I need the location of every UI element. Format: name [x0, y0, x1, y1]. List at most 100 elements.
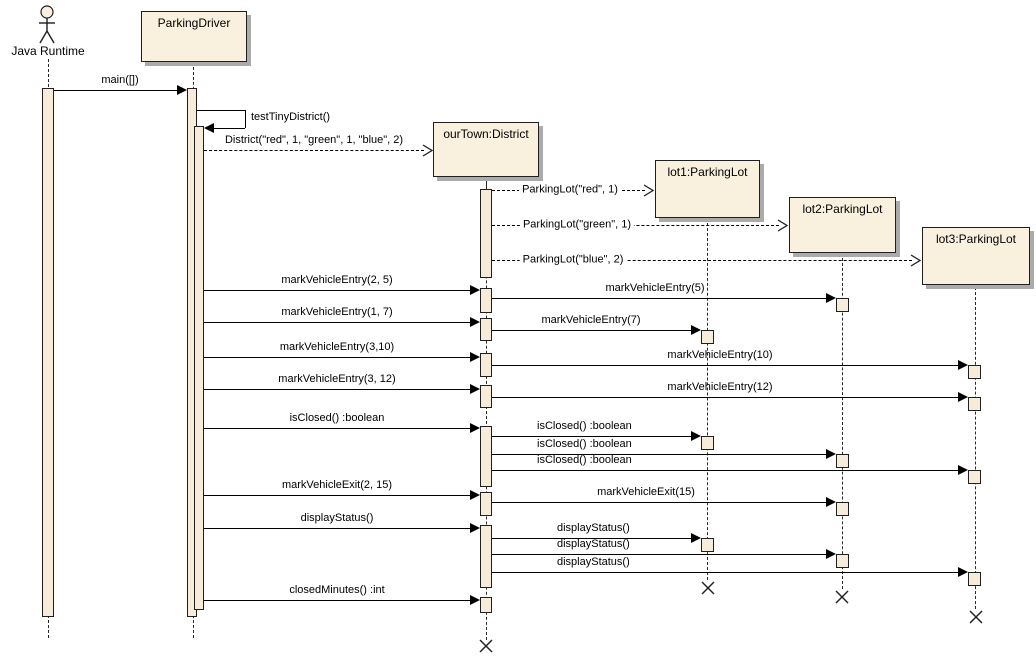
arrowhead-pl-green-open	[777, 219, 789, 237]
activation-java-runtime	[42, 88, 54, 617]
object-box-lot3: lot3:ParkingLot	[922, 227, 1030, 285]
activation-our-town-isclosed	[480, 426, 492, 487]
activation-lot3-isclosed	[968, 470, 981, 484]
message-label-mve17: markVehicleEntry(1, 7)	[281, 306, 393, 318]
arrowhead-pl-red-open	[643, 184, 655, 202]
lifeline-our-town-stub	[486, 177, 487, 190]
object-box-lot1: lot1:ParkingLot	[655, 160, 760, 218]
arrowhead-mve17	[470, 317, 480, 327]
arrowhead-display-driver	[470, 523, 480, 533]
message-label-isclosed-lot3: isClosed() :boolean	[537, 454, 632, 466]
message-label-display-lot1: displayStatus()	[557, 522, 630, 534]
destruction-x-icon-our-town	[478, 638, 494, 657]
message-label-isclosed-lot2: isClosed() :boolean	[537, 438, 632, 450]
message-line-display-lot2	[492, 554, 826, 555]
message-line-mve7	[492, 330, 691, 331]
actor-icon	[33, 2, 63, 51]
activation-lot1-mve7	[701, 330, 714, 344]
object-label-lot2: lot2:ParkingLot	[802, 202, 883, 216]
activation-our-town-mve310	[480, 353, 492, 377]
activation-lot2-mve5	[836, 298, 849, 312]
activation-our-town-display	[480, 525, 492, 588]
message-line-pl-green	[492, 225, 779, 226]
arrowhead-test	[204, 123, 214, 133]
object-label-lot1: lot1:ParkingLot	[667, 165, 748, 179]
message-label-closedmin: closedMinutes() :int	[289, 584, 385, 596]
arrowhead-mvx215	[470, 490, 480, 500]
activation-lot3-mve12	[968, 397, 981, 411]
arrowhead-mve5	[826, 293, 836, 303]
message-label-mvx15: markVehicleExit(15)	[597, 486, 695, 498]
actor-label: Java Runtime	[11, 44, 85, 58]
message-line-test-side	[245, 110, 246, 128]
activation-lot2-display	[836, 554, 849, 568]
arrowhead-mve310	[470, 352, 480, 362]
arrowhead-display-lot1	[691, 533, 701, 543]
message-label-mve12: markVehicleEntry(12)	[667, 381, 773, 393]
activation-lot3-display	[968, 572, 981, 586]
message-line-isclosed-lot1	[492, 436, 691, 437]
message-line-test-return	[214, 128, 245, 129]
arrowhead-mve312	[470, 384, 480, 394]
message-label-mvx215: markVehicleExit(2, 15)	[281, 479, 393, 491]
activation-parking-driver-test	[194, 126, 204, 610]
activation-our-town-mvx	[480, 492, 492, 516]
message-line-isclosed-driver	[204, 428, 470, 429]
arrowhead-pl-blue-open	[910, 254, 922, 272]
message-line-main	[54, 90, 177, 91]
lifeline-lot1	[707, 218, 708, 580]
lifeline-lot3	[975, 287, 976, 609]
message-line-mve25	[204, 290, 470, 291]
message-line-closedmin	[204, 600, 470, 601]
object-label-parking-driver: ParkingDriver	[157, 16, 231, 30]
message-label-pl-red: ParkingLot("red", 1)	[519, 183, 621, 197]
message-line-mve5	[492, 298, 826, 299]
object-box-parking-driver: ParkingDriver	[141, 11, 247, 62]
arrowhead-isclosed-lot3	[958, 465, 968, 475]
activation-lot1-display	[701, 538, 714, 552]
message-label-display-lot3: displayStatus()	[557, 556, 630, 568]
destruction-x-icon-lot2	[834, 589, 850, 610]
lifeline-our-town	[486, 190, 487, 640]
object-label-lot3: lot3:ParkingLot	[935, 232, 1017, 246]
message-label-mve7: markVehicleEntry(7)	[541, 314, 641, 326]
arrowhead-display-lot2	[826, 549, 836, 559]
message-line-mve12	[492, 397, 958, 398]
activation-our-town-create	[480, 189, 492, 278]
object-label-our-town: ourTown:District	[443, 127, 529, 141]
message-label-isclosed-lot1: isClosed() :boolean	[537, 420, 632, 432]
message-line-mvx215	[204, 495, 470, 496]
arrowhead-mve12	[958, 392, 968, 402]
message-label-main: main([])	[101, 74, 139, 86]
message-line-pl-blue	[492, 260, 912, 261]
message-line-isclosed-lot3	[492, 470, 958, 471]
arrowhead-isclosed-lot1	[691, 431, 701, 441]
destruction-x-icon-lot1	[700, 580, 716, 601]
destruction-x-icon-lot3	[968, 609, 984, 630]
activation-lot2-isclosed	[836, 454, 849, 468]
activation-our-town-closedmin	[480, 597, 492, 613]
message-line-district	[204, 150, 424, 151]
message-label-mve25: markVehicleEntry(2, 5)	[281, 274, 393, 286]
message-line-mve310	[204, 357, 470, 358]
message-label-display-lot2: displayStatus()	[557, 538, 630, 550]
message-label-district: District("red", 1, "green", 1, "blue", 2…	[224, 134, 404, 146]
arrowhead-main	[177, 85, 187, 95]
lifeline-lot2	[842, 253, 843, 589]
object-box-lot2: lot2:ParkingLot	[789, 197, 896, 253]
message-label-pl-green: ParkingLot("green", 1)	[519, 218, 635, 232]
arrowhead-mve7	[691, 325, 701, 335]
message-label-mve5: markVehicleEntry(5)	[605, 282, 705, 294]
arrowhead-isclosed-lot2	[826, 449, 836, 459]
arrowhead-district-open	[422, 144, 434, 162]
message-line-mve10	[492, 365, 958, 366]
message-line-mve312	[204, 389, 470, 390]
message-line-isclosed-lot2	[492, 454, 826, 455]
message-line-display-driver	[204, 528, 470, 529]
message-label-mve10: markVehicleEntry(10)	[667, 349, 773, 361]
message-line-mvx15	[492, 502, 826, 503]
arrowhead-display-lot3	[958, 567, 968, 577]
message-label-display-driver: displayStatus()	[300, 512, 374, 524]
message-label-mve312: markVehicleEntry(3, 12)	[278, 373, 396, 385]
